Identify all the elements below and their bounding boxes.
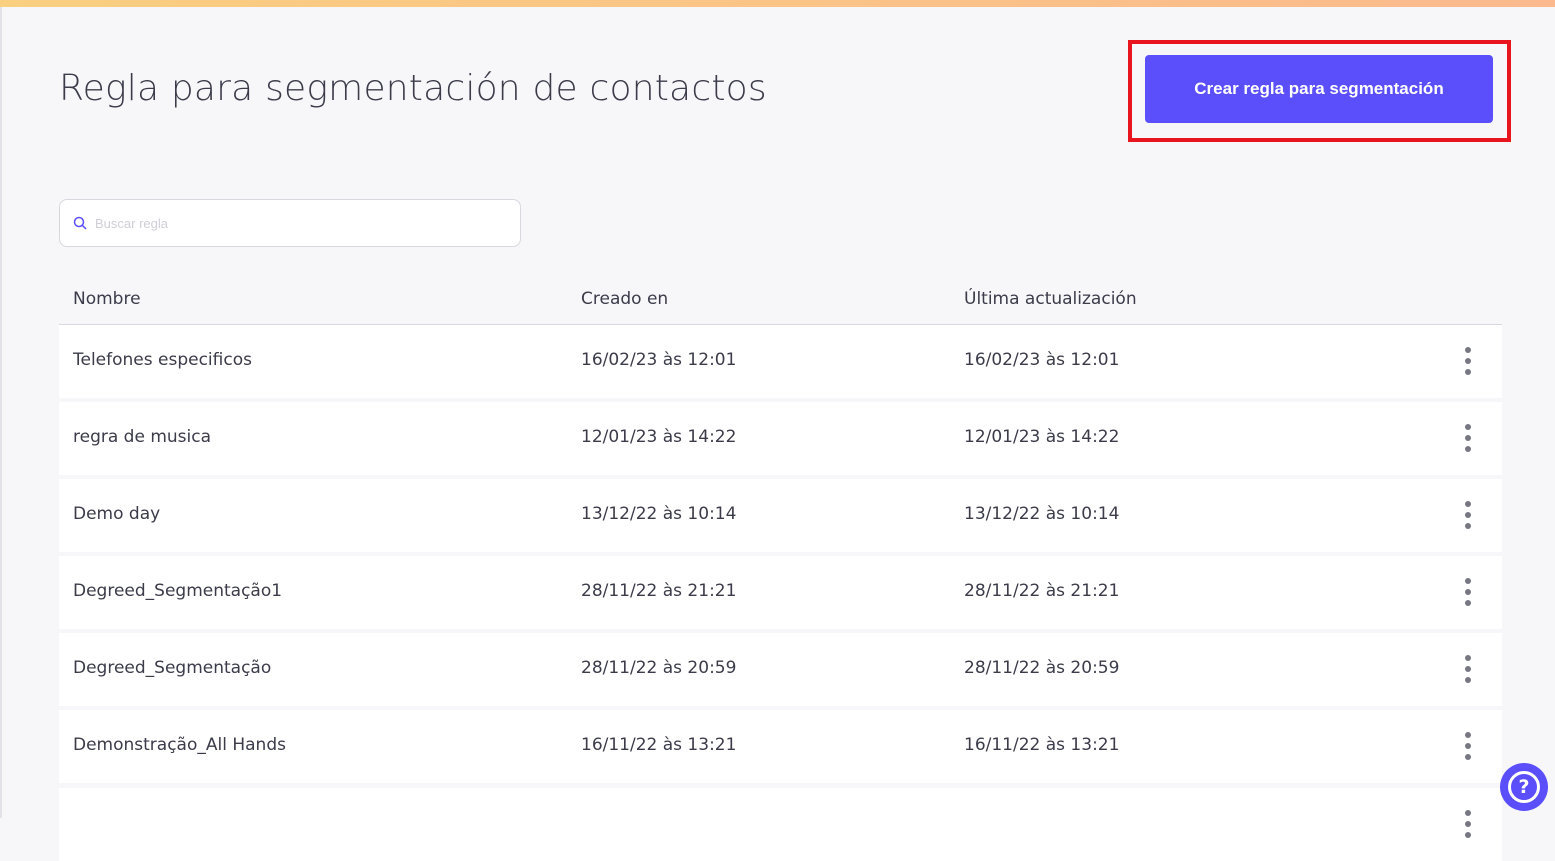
table-row[interactable] — [59, 788, 1502, 861]
kebab-menu-icon[interactable] — [1459, 810, 1477, 838]
help-button[interactable]: ? — [1500, 763, 1548, 811]
search-box[interactable] — [59, 199, 521, 247]
kebab-menu-icon[interactable] — [1459, 655, 1477, 683]
created-date: 16/11/22 às 13:21 — [581, 735, 737, 755]
updated-date: 16/11/22 às 13:21 — [964, 735, 1120, 755]
kebab-menu-icon[interactable] — [1459, 424, 1477, 452]
page-title: Regla para segmentación de contactos — [59, 68, 767, 109]
rule-name[interactable]: Degreed_Segmentação1 — [73, 581, 283, 601]
rule-name[interactable]: regra de musica — [73, 427, 212, 447]
search-input[interactable] — [95, 215, 495, 231]
updated-date: 28/11/22 às 21:21 — [964, 581, 1120, 601]
kebab-menu-icon[interactable] — [1459, 578, 1477, 606]
table-row[interactable]: Degreed_Segmentação 28/11/22 às 20:59 28… — [59, 633, 1502, 706]
updated-date: 12/01/23 às 14:22 — [964, 427, 1120, 447]
created-date: 16/02/23 às 12:01 — [581, 350, 737, 370]
table-header: Nombre Creado en Última actualización — [59, 280, 1502, 325]
created-date: 12/01/23 às 14:22 — [581, 427, 737, 447]
updated-date: 28/11/22 às 20:59 — [964, 658, 1120, 678]
column-header-name[interactable]: Nombre — [73, 289, 141, 309]
rule-name[interactable]: Degreed_Segmentação — [73, 658, 272, 678]
create-rule-button[interactable]: Crear regla para segmentación — [1145, 55, 1493, 123]
created-date: 13/12/22 às 10:14 — [581, 504, 737, 524]
highlight-box — [1128, 40, 1511, 142]
rule-name[interactable]: Telefones especificos — [73, 350, 252, 370]
rule-name[interactable]: Demonstração_All Hands — [73, 735, 286, 755]
kebab-menu-icon[interactable] — [1459, 347, 1477, 375]
rule-name[interactable]: Demo day — [73, 504, 161, 524]
created-date: 28/11/22 às 21:21 — [581, 581, 737, 601]
table-row[interactable]: Telefones especificos 16/02/23 às 12:01 … — [59, 325, 1502, 398]
left-divider — [0, 7, 2, 818]
table-row[interactable]: Demonstração_All Hands 16/11/22 às 13:21… — [59, 710, 1502, 783]
column-header-updated[interactable]: Última actualización — [964, 289, 1137, 309]
updated-date: 13/12/22 às 10:14 — [964, 504, 1120, 524]
help-icon: ? — [1508, 771, 1540, 803]
kebab-menu-icon[interactable] — [1459, 501, 1477, 529]
search-icon — [73, 216, 87, 230]
column-header-created[interactable]: Creado en — [581, 289, 669, 309]
updated-date: 16/02/23 às 12:01 — [964, 350, 1120, 370]
table-row[interactable]: regra de musica 12/01/23 às 14:22 12/01/… — [59, 402, 1502, 475]
table-row[interactable]: Degreed_Segmentação1 28/11/22 às 21:21 2… — [59, 556, 1502, 629]
top-accent-bar — [0, 0, 1555, 7]
created-date: 28/11/22 às 20:59 — [581, 658, 737, 678]
kebab-menu-icon[interactable] — [1459, 732, 1477, 760]
table-row[interactable]: Demo day 13/12/22 às 10:14 13/12/22 às 1… — [59, 479, 1502, 552]
